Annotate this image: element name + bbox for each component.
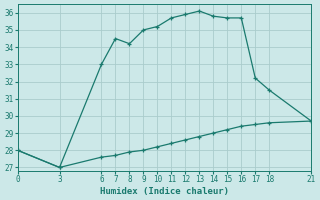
X-axis label: Humidex (Indice chaleur): Humidex (Indice chaleur) xyxy=(100,187,229,196)
